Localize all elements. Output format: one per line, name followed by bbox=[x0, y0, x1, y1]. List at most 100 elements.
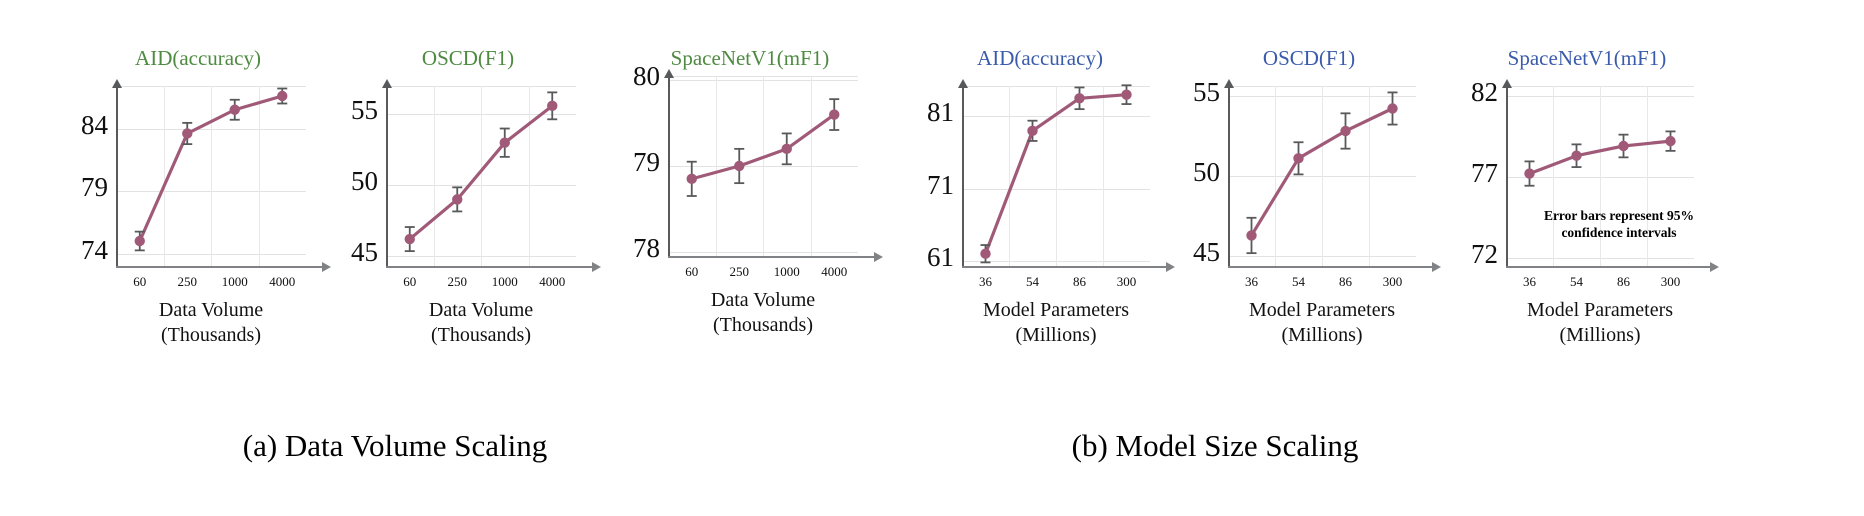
data-point-marker bbox=[1571, 150, 1582, 161]
data-point-marker bbox=[134, 235, 145, 247]
y-axis-tick-label: 55 bbox=[1193, 76, 1220, 107]
gridline-vertical bbox=[1275, 86, 1276, 266]
x-axis-arrow-icon bbox=[1166, 262, 1175, 272]
x-axis-line bbox=[1228, 266, 1432, 268]
gridline-vertical bbox=[715, 76, 717, 256]
plot-area: 45 50 55 36 54 86 300 bbox=[1193, 77, 1441, 289]
data-point-marker bbox=[1618, 140, 1629, 152]
gridline-vertical bbox=[1103, 86, 1104, 266]
chart-panel-4: AID(accuracy) 61 71 81 36 54 86 300 Model Parame… bbox=[900, 0, 1180, 420]
chart-panel-2: OSCD(F1) 45 50 55 60 250 1000 4000 Data Volume (T… bbox=[330, 0, 606, 420]
x-axis-tick-label: 250 bbox=[729, 264, 750, 279]
y-axis-tick-label: 81 bbox=[927, 97, 954, 128]
y-axis-tick-label: 61 bbox=[927, 241, 954, 272]
series-line bbox=[1249, 106, 1395, 238]
gridline-vertical bbox=[481, 86, 482, 266]
data-point-marker bbox=[1121, 89, 1132, 100]
gridline-vertical bbox=[1056, 86, 1057, 266]
x-axis-line bbox=[668, 256, 874, 258]
gridline-vertical bbox=[1600, 86, 1601, 266]
x-axis-tick-label: 86 bbox=[1073, 274, 1086, 289]
chart-panel-6: SpaceNetV1(mF1) 72 77 82 36 54 86 300 Error bars… bbox=[1450, 0, 1724, 420]
x-axis-tick-label: 54 bbox=[1570, 274, 1583, 289]
chart-panel-5: OSCD(F1) 45 50 55 36 54 86 300 Model Parameters (… bbox=[1172, 0, 1446, 420]
x-axis-label: Data Volume (Thousands) bbox=[628, 288, 898, 338]
data-point-marker bbox=[1665, 135, 1676, 147]
data-series bbox=[1524, 130, 1676, 187]
x-axis-tick-label: 60 bbox=[133, 274, 147, 289]
plot-area: 72 77 82 36 54 86 300 Error bars represent 95% c… bbox=[1471, 77, 1719, 289]
x-axis-tick-label: 54 bbox=[1026, 274, 1039, 289]
x-axis-label: Data Volume (Thousands) bbox=[346, 298, 616, 348]
data-series bbox=[686, 98, 840, 197]
y-axis-tick-label: 80 bbox=[633, 61, 660, 92]
gridline-vertical bbox=[258, 86, 260, 266]
series-line bbox=[690, 112, 836, 181]
chart-panel-3: SpaceNetV1(mF1) 78 79 80 60 250 1000 4000 Data V… bbox=[612, 0, 888, 420]
x-axis-tick-label: 1000 bbox=[221, 274, 248, 289]
y-axis-tick-label: 79 bbox=[81, 172, 108, 202]
data-point-marker bbox=[404, 233, 415, 245]
data-point-marker bbox=[829, 109, 840, 120]
y-axis-arrow-icon bbox=[664, 69, 674, 78]
y-axis-tick-label: 84 bbox=[81, 109, 108, 140]
x-axis-arrow-icon bbox=[322, 262, 331, 272]
x-axis-arrow-icon bbox=[1710, 262, 1719, 272]
y-axis-tick-label: 77 bbox=[1471, 157, 1498, 188]
x-axis-label: Model Parameters (Millions) bbox=[1188, 298, 1456, 348]
x-axis-arrow-icon bbox=[874, 252, 883, 262]
y-axis-arrow-icon bbox=[382, 79, 392, 88]
x-axis-label-line2: (Millions) bbox=[1281, 324, 1363, 346]
gridline-vertical bbox=[433, 86, 435, 266]
x-axis-tick-label: 250 bbox=[177, 274, 198, 289]
y-axis-tick-label: 55 bbox=[351, 95, 378, 126]
caption-b: (b) Model Size Scaling bbox=[1071, 428, 1359, 463]
plot-area: 61 71 81 36 54 86 300 bbox=[927, 79, 1175, 289]
error-bar-note-line1: Error bars represent 95% bbox=[1543, 208, 1695, 223]
x-axis-line bbox=[116, 266, 322, 268]
series-line bbox=[983, 93, 1129, 256]
y-axis-arrow-icon bbox=[112, 79, 122, 88]
panel-title: OSCD(F1) bbox=[421, 46, 515, 70]
data-point-marker bbox=[1246, 230, 1257, 241]
x-axis-label-line2: (Millions) bbox=[1559, 324, 1641, 346]
data-series bbox=[980, 84, 1132, 264]
x-axis-label-line1: Model Parameters bbox=[982, 299, 1130, 321]
data-point-marker bbox=[499, 137, 510, 148]
error-bar-note: Error bars represent 95% confidence inter… bbox=[1530, 208, 1708, 242]
x-axis-line bbox=[1506, 266, 1710, 268]
x-axis-tick-label: 86 bbox=[1617, 274, 1630, 289]
gridline-vertical bbox=[1322, 86, 1323, 266]
x-axis-arrow-icon bbox=[1432, 262, 1441, 272]
x-axis-line bbox=[386, 266, 592, 268]
plot-area: 45 50 55 60 250 1000 4000 bbox=[351, 79, 601, 289]
data-point-marker bbox=[980, 248, 991, 259]
data-point-marker bbox=[781, 143, 792, 155]
gridline-vertical bbox=[163, 86, 165, 266]
y-axis-tick-label: 74 bbox=[81, 234, 108, 265]
data-point-marker bbox=[1524, 168, 1535, 179]
y-axis-arrow-icon bbox=[1224, 79, 1234, 88]
x-axis-tick-label: 36 bbox=[1245, 274, 1258, 289]
y-axis-tick-label: 72 bbox=[1471, 238, 1498, 269]
y-axis-line bbox=[668, 78, 670, 258]
x-axis-tick-label: 60 bbox=[403, 274, 417, 289]
data-point-marker bbox=[1027, 125, 1038, 137]
x-axis-tick-label: 300 bbox=[1116, 274, 1137, 289]
data-point-marker bbox=[229, 104, 240, 115]
gridline-vertical bbox=[211, 86, 212, 266]
x-axis-line bbox=[962, 266, 1166, 268]
data-point-marker bbox=[1387, 103, 1398, 114]
y-axis-line bbox=[116, 88, 118, 268]
series-line bbox=[138, 94, 284, 243]
x-axis-label-line1: Data Volume bbox=[158, 299, 264, 321]
data-point-marker bbox=[1074, 93, 1085, 104]
gridline-vertical bbox=[528, 86, 530, 266]
data-point-marker bbox=[686, 173, 697, 185]
x-axis-label: Model Parameters (Millions) bbox=[1466, 298, 1734, 348]
x-axis-label-line1: Model Parameters bbox=[1526, 299, 1674, 321]
y-axis-tick-label: 45 bbox=[1193, 237, 1220, 268]
y-axis-line bbox=[962, 88, 964, 268]
data-series bbox=[134, 87, 288, 252]
x-axis-label: Model Parameters (Millions) bbox=[922, 298, 1190, 348]
